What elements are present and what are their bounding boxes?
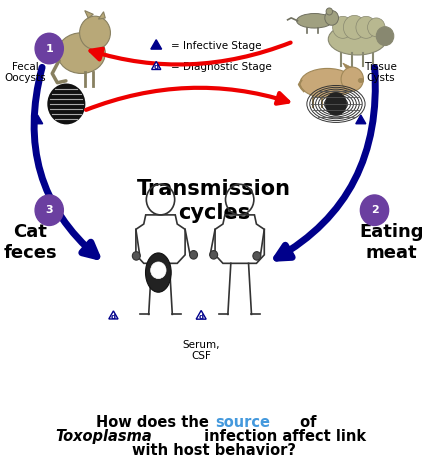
Polygon shape bbox=[343, 63, 351, 68]
Text: d: d bbox=[154, 64, 159, 70]
Circle shape bbox=[326, 8, 333, 15]
Text: 1: 1 bbox=[45, 43, 53, 54]
Text: of: of bbox=[295, 415, 317, 430]
Ellipse shape bbox=[297, 13, 333, 28]
Circle shape bbox=[35, 33, 63, 64]
Circle shape bbox=[325, 11, 339, 25]
Text: Toxoplasma: Toxoplasma bbox=[56, 429, 152, 444]
Text: Eating
meat: Eating meat bbox=[360, 223, 424, 262]
Ellipse shape bbox=[146, 253, 171, 292]
Text: d: d bbox=[111, 314, 116, 320]
Circle shape bbox=[80, 16, 110, 49]
Text: Transmission
cycles: Transmission cycles bbox=[137, 179, 291, 223]
Text: Serum,
CSF: Serum, CSF bbox=[182, 340, 220, 361]
Text: = Diagnostic Stage: = Diagnostic Stage bbox=[171, 62, 272, 72]
Polygon shape bbox=[33, 115, 43, 124]
Text: Tissue
Cysts: Tissue Cysts bbox=[365, 61, 397, 83]
Circle shape bbox=[210, 250, 217, 259]
Text: Fecal
Oocysts: Fecal Oocysts bbox=[5, 61, 47, 83]
Text: source: source bbox=[215, 415, 270, 430]
Text: 3: 3 bbox=[45, 205, 53, 215]
Text: = Infective Stage: = Infective Stage bbox=[171, 41, 262, 51]
Text: d: d bbox=[199, 314, 204, 320]
Circle shape bbox=[360, 195, 389, 225]
Polygon shape bbox=[196, 310, 206, 319]
Circle shape bbox=[341, 67, 363, 91]
Circle shape bbox=[356, 16, 376, 38]
Circle shape bbox=[190, 250, 197, 259]
Text: infection affect link: infection affect link bbox=[199, 429, 366, 444]
Circle shape bbox=[151, 262, 166, 279]
Circle shape bbox=[35, 195, 63, 225]
Circle shape bbox=[48, 85, 84, 123]
Circle shape bbox=[333, 16, 353, 38]
Polygon shape bbox=[85, 11, 93, 18]
Polygon shape bbox=[109, 311, 118, 319]
Circle shape bbox=[132, 252, 140, 260]
Circle shape bbox=[368, 18, 385, 37]
Text: How does the: How does the bbox=[96, 415, 214, 430]
Circle shape bbox=[343, 15, 366, 39]
Ellipse shape bbox=[300, 68, 355, 98]
Circle shape bbox=[376, 27, 394, 46]
Ellipse shape bbox=[57, 33, 105, 73]
Text: Cat
feces: Cat feces bbox=[3, 223, 57, 262]
Polygon shape bbox=[151, 40, 162, 49]
Circle shape bbox=[326, 93, 346, 115]
Text: 2: 2 bbox=[371, 205, 378, 215]
Text: with host behavior?: with host behavior? bbox=[132, 443, 296, 458]
Polygon shape bbox=[98, 12, 105, 19]
Polygon shape bbox=[356, 115, 366, 124]
Polygon shape bbox=[152, 61, 161, 69]
Ellipse shape bbox=[328, 24, 386, 55]
Ellipse shape bbox=[358, 79, 364, 83]
Circle shape bbox=[253, 252, 261, 260]
